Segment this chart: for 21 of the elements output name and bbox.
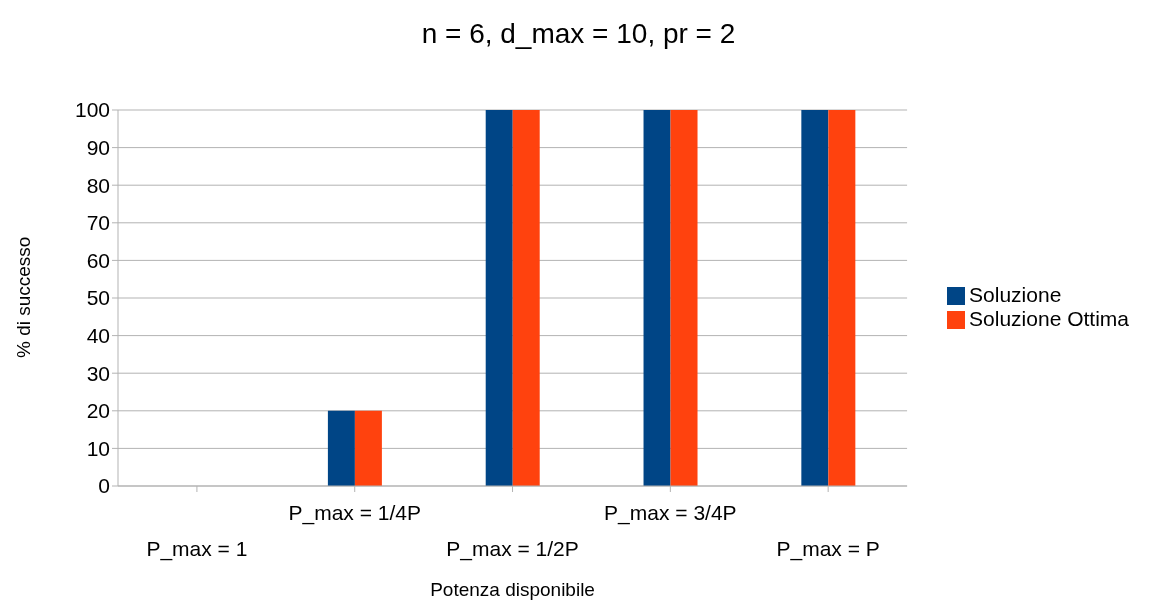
y-tick-label: 0 xyxy=(98,474,110,498)
y-tick-label: 40 xyxy=(86,324,110,348)
y-tick-label: 90 xyxy=(86,136,110,160)
y-axis-title: % di successo xyxy=(12,236,34,358)
y-tick-label: 80 xyxy=(86,173,110,197)
x-axis-title: Potenza disponibile xyxy=(430,579,595,600)
y-tick-label: 20 xyxy=(86,399,110,423)
x-tick-label: P_max = P xyxy=(776,537,880,561)
x-tick-label: P_max = 1/4P xyxy=(288,501,421,525)
y-tick-label: 30 xyxy=(86,361,110,385)
y-tick-label: 10 xyxy=(86,436,110,460)
x-tick-label: P_max = 3/4P xyxy=(604,501,737,525)
y-tick-label: 100 xyxy=(74,98,110,122)
legend-label: Soluzione Ottima xyxy=(969,307,1129,330)
x-tick-label: P_max = 1/2P xyxy=(446,537,579,561)
x-tick-label: P_max = 1 xyxy=(146,537,248,561)
y-tick-label: 50 xyxy=(86,286,110,310)
y-tick-label: 70 xyxy=(86,211,110,235)
legend-label: Soluzione xyxy=(969,283,1062,306)
chart-title: n = 6, d_max = 10, pr = 2 xyxy=(420,18,737,50)
y-tick-label: 60 xyxy=(86,248,110,272)
